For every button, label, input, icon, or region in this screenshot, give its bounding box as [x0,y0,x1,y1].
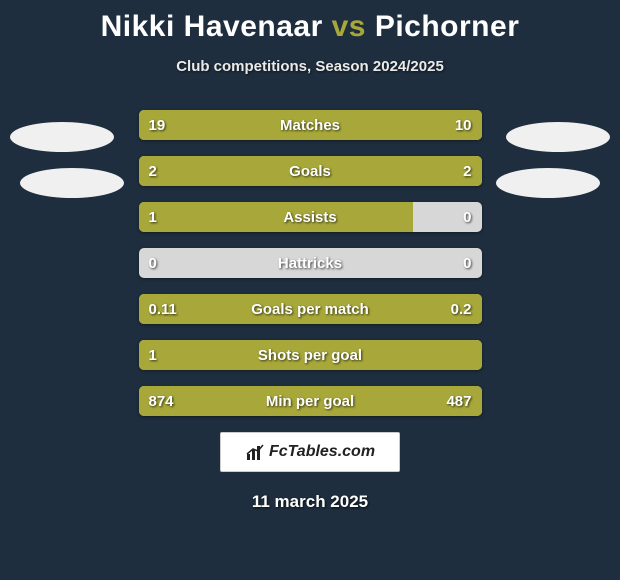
bar-left [139,386,359,416]
bar-right [310,156,482,186]
player2-name: Pichorner [375,10,520,43]
chart-icon [245,442,265,462]
bar-right [358,386,481,416]
brand-text: FcTables.com [269,443,375,461]
comparison-title: Nikki Havenaar vs Pichorner [0,0,620,44]
vs-label: vs [332,10,366,43]
bar-left [139,156,311,186]
stat-row: 1Shots per goal [139,340,482,370]
comparison-content: 1910Matches 22Goals 10Assists 00Hattricks 0.… [0,110,620,512]
brand-logo: FcTables.com [220,432,400,472]
player2-badge-placeholder [506,122,610,152]
stat-rows: 1910Matches 22Goals 10Assists 00Hattricks 0.… [139,110,482,416]
bar-left [139,110,365,140]
date-label: 11 march 2025 [0,492,620,512]
player1-name: Nikki Havenaar [101,10,323,43]
player1-flag-placeholder [20,168,124,198]
stat-row: 00Hattricks [139,248,482,278]
stat-row: 0.110.2Goals per match [139,294,482,324]
bar-track [139,248,482,278]
stat-row: 22Goals [139,156,482,186]
stat-row: 1910Matches [139,110,482,140]
player1-badge-placeholder [10,122,114,152]
stat-row: 874487Min per goal [139,386,482,416]
stat-row: 10Assists [139,202,482,232]
subtitle: Club competitions, Season 2024/2025 [0,58,620,75]
bar-left [139,294,259,324]
bar-right [259,294,482,324]
bar-left [139,202,413,232]
player2-flag-placeholder [496,168,600,198]
bar-right [365,110,482,140]
bar-left [139,340,482,370]
